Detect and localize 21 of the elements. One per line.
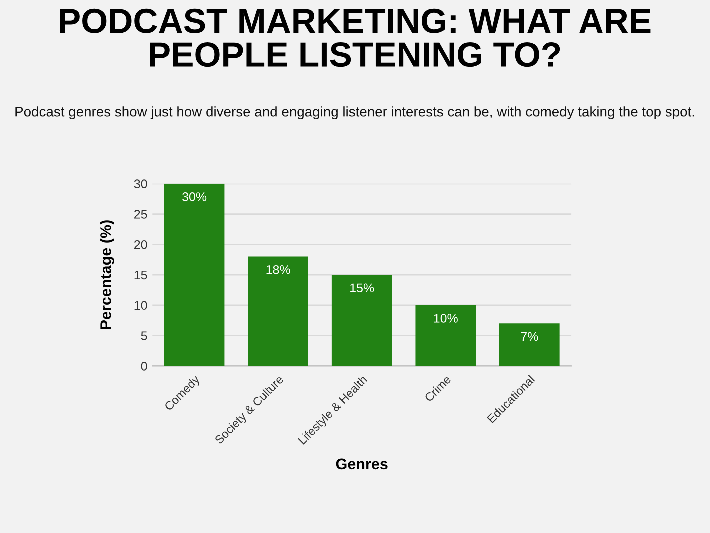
bar <box>332 275 392 366</box>
y-tick-label: 10 <box>134 301 148 310</box>
data-label: 18% <box>266 265 290 274</box>
y-tick-label: 0 <box>141 362 148 371</box>
data-label: 10% <box>434 314 458 323</box>
data-label: 30% <box>182 192 207 202</box>
data-label: 15% <box>350 284 374 293</box>
y-tick-label: 15 <box>134 270 148 280</box>
y-tick-label: 30 <box>134 180 148 189</box>
chart-subtitle: Podcast genres show just how diverse and engaging listener interests can be, with comedy taking the top spot. <box>16 106 694 120</box>
bar <box>416 305 476 366</box>
bar <box>164 184 225 366</box>
x-axis-title: Genres <box>336 458 388 470</box>
y-tick-label: 25 <box>134 210 148 219</box>
y-axis-title: Percentage (%) <box>100 220 114 330</box>
y-tick-label: 20 <box>134 240 148 250</box>
bar <box>500 324 560 366</box>
bar <box>248 256 308 366</box>
y-tick-label: 5 <box>141 332 148 340</box>
data-label: 7% <box>521 332 538 342</box>
chart-title: PODCAST MARKETING: WHAT ARE PEOPLE LISTENING TO? <box>60 8 651 68</box>
